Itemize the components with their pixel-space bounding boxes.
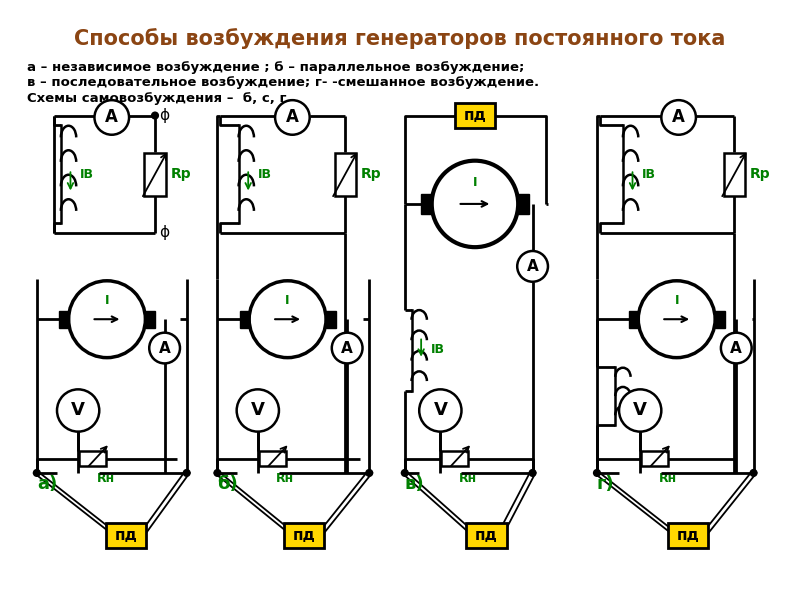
Text: A: A xyxy=(106,109,118,127)
Bar xyxy=(79,451,106,466)
Text: ϕ: ϕ xyxy=(159,108,169,123)
Circle shape xyxy=(619,389,662,431)
Text: IB: IB xyxy=(430,343,445,356)
Circle shape xyxy=(332,332,362,364)
Text: ϕ: ϕ xyxy=(159,225,169,240)
Circle shape xyxy=(275,100,310,135)
Text: а – независимое возбуждение ; б – параллельное возбуждение;: а – независимое возбуждение ; б – паралл… xyxy=(27,61,525,74)
Circle shape xyxy=(214,470,221,476)
Text: пд: пд xyxy=(463,108,486,123)
Text: б): б) xyxy=(218,475,238,493)
Bar xyxy=(258,451,286,466)
Circle shape xyxy=(366,470,373,476)
Text: V: V xyxy=(251,401,265,419)
Text: Rн: Rн xyxy=(276,472,294,485)
Text: Rн: Rн xyxy=(96,472,114,485)
Bar xyxy=(715,311,725,328)
Bar xyxy=(334,152,356,196)
Text: г): г) xyxy=(597,475,614,493)
Text: IB: IB xyxy=(258,167,272,181)
Text: A: A xyxy=(342,341,353,356)
Bar xyxy=(326,311,336,328)
Circle shape xyxy=(530,470,536,476)
Text: I: I xyxy=(473,176,477,189)
Bar xyxy=(668,523,709,548)
Bar xyxy=(106,523,146,548)
Text: Rр: Rр xyxy=(361,167,382,181)
Text: V: V xyxy=(434,401,447,419)
Text: V: V xyxy=(634,401,647,419)
Bar xyxy=(629,311,638,328)
Circle shape xyxy=(402,470,408,476)
Text: A: A xyxy=(526,259,538,274)
Circle shape xyxy=(518,251,548,282)
Bar xyxy=(518,194,529,214)
Text: A: A xyxy=(158,341,170,356)
Circle shape xyxy=(57,389,99,431)
Bar xyxy=(284,523,324,548)
Text: Rн: Rн xyxy=(458,472,477,485)
Circle shape xyxy=(249,281,326,358)
Text: A: A xyxy=(730,341,742,356)
Circle shape xyxy=(721,332,752,364)
Circle shape xyxy=(662,100,696,135)
Circle shape xyxy=(750,470,757,476)
Text: пд: пд xyxy=(114,528,138,543)
Text: A: A xyxy=(286,109,299,127)
Bar xyxy=(59,311,69,328)
Bar xyxy=(146,311,155,328)
Bar xyxy=(421,194,432,214)
Text: Rр: Rр xyxy=(170,167,191,181)
Text: пд: пд xyxy=(475,528,498,543)
Text: Схемы самовозбуждения –  б, с, г.: Схемы самовозбуждения – б, с, г. xyxy=(27,92,292,105)
Bar xyxy=(454,103,495,128)
Circle shape xyxy=(237,389,279,431)
Circle shape xyxy=(183,470,190,476)
Text: Rн: Rн xyxy=(658,472,677,485)
Circle shape xyxy=(94,100,129,135)
Circle shape xyxy=(150,332,180,364)
Text: IB: IB xyxy=(80,167,94,181)
Text: а): а) xyxy=(37,475,57,493)
Text: A: A xyxy=(672,109,685,127)
Circle shape xyxy=(638,281,715,358)
Circle shape xyxy=(594,470,600,476)
Bar xyxy=(239,311,249,328)
Text: в – последовательное возбуждение; г- -смешанное возбуждение.: в – последовательное возбуждение; г- -см… xyxy=(27,76,539,89)
Circle shape xyxy=(432,161,518,247)
Bar xyxy=(724,152,745,196)
Text: в): в) xyxy=(405,475,425,493)
Bar xyxy=(466,523,506,548)
Bar xyxy=(442,451,468,466)
Circle shape xyxy=(69,281,146,358)
Text: V: V xyxy=(71,401,85,419)
Text: I: I xyxy=(286,293,290,307)
Circle shape xyxy=(152,112,158,119)
Circle shape xyxy=(34,470,40,476)
Text: I: I xyxy=(674,293,679,307)
Bar xyxy=(641,451,668,466)
Text: пд: пд xyxy=(677,528,700,543)
Circle shape xyxy=(419,389,462,431)
Bar xyxy=(145,152,166,196)
Text: пд: пд xyxy=(293,528,315,543)
Text: I: I xyxy=(105,293,110,307)
Text: Rр: Rр xyxy=(750,167,770,181)
Text: Способы возбуждения генераторов постоянного тока: Способы возбуждения генераторов постоянн… xyxy=(74,28,726,49)
Text: IB: IB xyxy=(642,167,656,181)
